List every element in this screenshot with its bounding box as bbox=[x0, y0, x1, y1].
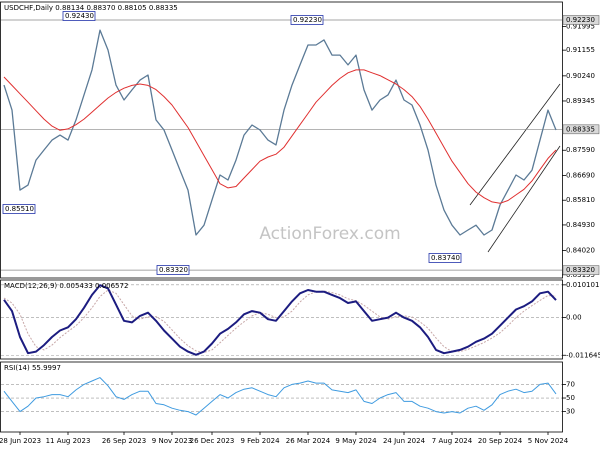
y-tick-label: 30 bbox=[566, 408, 575, 416]
y-tick-label: 0.87590 bbox=[566, 146, 595, 154]
y-tick-label: 0.84020 bbox=[566, 246, 595, 254]
x-tick-label: 7 Aug 2024 bbox=[432, 437, 473, 445]
x-tick-label: 20 Sep 2024 bbox=[478, 437, 523, 445]
x-tick-label: 5 Nov 2024 bbox=[528, 437, 569, 445]
series-line bbox=[3, 377, 557, 416]
panel-title: USDCHF,Daily 0.88134 0.88370 0.88105 0.8… bbox=[4, 4, 178, 12]
series-line bbox=[3, 29, 557, 236]
y-tick-label: 0.91995 bbox=[566, 23, 595, 31]
annotation-box bbox=[62, 11, 96, 21]
x-tick-label: 26 Sep 2023 bbox=[102, 437, 146, 445]
level-label: 0.88335 bbox=[566, 125, 595, 133]
y-tick-label: 0.84930 bbox=[566, 221, 595, 229]
panel-title: RSI(14) 55.9997 bbox=[4, 364, 61, 372]
y-tick-label: 0.89345 bbox=[566, 97, 595, 105]
y-tick-label: 0.00 bbox=[566, 314, 582, 322]
x-tick-label: 9 Feb 2024 bbox=[240, 437, 280, 445]
annotation-box bbox=[428, 253, 462, 263]
annotation-box bbox=[2, 204, 36, 214]
level-label-box bbox=[562, 265, 600, 275]
series-line bbox=[3, 69, 557, 204]
y-tick-label: 70 bbox=[566, 380, 575, 388]
level-label-box bbox=[562, 15, 600, 25]
panel-border bbox=[0, 279, 563, 360]
y-tick-label: -0.011645 bbox=[566, 351, 600, 359]
x-tick-label: 26 Mar 2024 bbox=[286, 437, 331, 445]
y-tick-label: 0.90240 bbox=[566, 72, 595, 80]
x-tick-label: 9 Nov 2023 bbox=[152, 437, 192, 445]
y-tick-label: 0.85810 bbox=[566, 196, 595, 204]
x-tick-label: 11 Aug 2023 bbox=[46, 437, 91, 445]
x-tick-label: 24 Jun 2024 bbox=[383, 437, 426, 445]
panel-border bbox=[0, 361, 563, 433]
level-label: 0.92230 bbox=[566, 16, 595, 24]
y-tick-label: 0.86690 bbox=[566, 172, 595, 180]
level-label-box bbox=[562, 124, 600, 135]
x-tick-label: 28 Jun 2023 bbox=[0, 437, 41, 445]
annotation: 0.92230 bbox=[293, 16, 322, 24]
y-tick-label: 0.010101 bbox=[566, 281, 599, 289]
annotation: 0.83320 bbox=[159, 266, 188, 274]
y-tick-label: 50 bbox=[566, 394, 575, 402]
panel-border bbox=[0, 1, 563, 279]
watermark: ActionForex.com bbox=[259, 224, 400, 244]
x-tick-label: 26 Dec 2023 bbox=[190, 437, 235, 445]
trend-channel-upper bbox=[469, 83, 561, 206]
panel-title: MACD(12,26,9) 0.005433 0.006572 bbox=[4, 282, 128, 290]
annotation: 0.85510 bbox=[5, 205, 34, 213]
annotation-box bbox=[290, 15, 324, 25]
x-tick-label: 9 May 2024 bbox=[335, 437, 377, 445]
series-line bbox=[3, 284, 557, 356]
level-label: 0.83320 bbox=[566, 266, 595, 274]
trend-channel-lower bbox=[487, 145, 561, 253]
annotation-box bbox=[156, 265, 190, 275]
y-tick-label: 0.91155 bbox=[566, 46, 595, 54]
annotation: 0.83740 bbox=[431, 254, 460, 262]
annotation: 0.92430 bbox=[65, 12, 94, 20]
